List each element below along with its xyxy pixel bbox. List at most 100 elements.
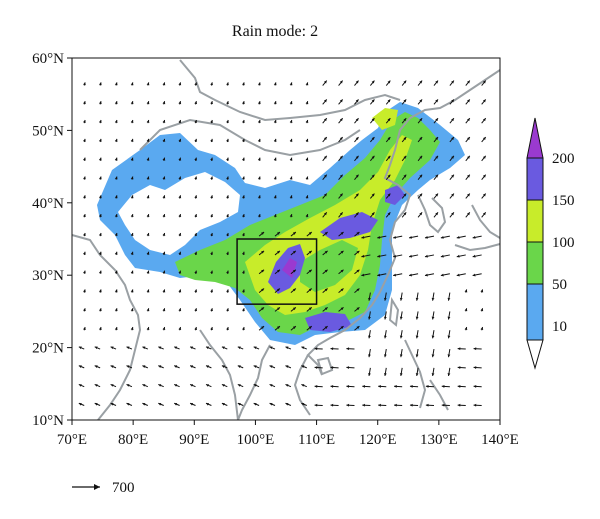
wind-arrow-head (482, 174, 486, 178)
wind-arrow-head (130, 82, 134, 86)
wind-arrow-head (94, 346, 98, 350)
wind-arrow-head (361, 254, 365, 258)
wind-arrow-head (456, 235, 460, 239)
wind-arrow-head (142, 402, 146, 406)
plot-area (71, 57, 501, 421)
wind-arrow-head (435, 118, 439, 122)
wind-arrow-head (221, 365, 225, 368)
wind-arrow-head (409, 403, 413, 407)
wind-arrow-head (174, 365, 178, 368)
wind-arrow-head (257, 176, 261, 180)
wind-arrow-head (387, 118, 391, 122)
wind-arrow-head (257, 138, 261, 142)
wind-arrow-head (409, 254, 412, 258)
wind-arrow-head (323, 80, 327, 84)
colorbar-segment-150-200 (526, 157, 544, 201)
wind-arrow-head (447, 373, 451, 376)
lat-tick-label: 10°N (32, 413, 64, 429)
wind-arrow-head (308, 326, 312, 329)
wind-arrow-head (261, 250, 265, 254)
wind-arrow-head (162, 101, 166, 105)
wind-arrow-head (305, 120, 309, 123)
wind-arrow-head (210, 101, 213, 105)
wind-arrow-head (387, 99, 391, 103)
wind-arrow-head (162, 176, 166, 180)
wind-arrow-head (340, 307, 344, 311)
wind-arrow-head (126, 346, 130, 350)
wind-arrow-head (482, 155, 486, 159)
wind-arrow-head (210, 157, 213, 161)
wind-arrow-head (114, 214, 118, 218)
colorbar-label-10: 10 (552, 319, 567, 335)
reference-vector-label: 700 (112, 480, 135, 496)
wind-arrow-head (456, 273, 460, 277)
wind-arrow-head (226, 251, 229, 255)
wind-arrow-head (339, 155, 343, 159)
wind-arrow-head (253, 384, 257, 387)
wind-arrow-head (190, 346, 194, 350)
rain-contour-purple-mid (282, 258, 297, 278)
wind-arrow-head (467, 118, 470, 122)
wind-arrow-head (362, 403, 365, 407)
wind-arrow-head (371, 155, 375, 159)
wind-arrow-head (415, 297, 419, 301)
wind-arrow-head (98, 327, 102, 331)
wind-arrow-head (178, 327, 182, 331)
wind-arrow-head (276, 269, 280, 273)
wind-arrow-head (419, 80, 423, 84)
wind-arrow-head (130, 120, 134, 123)
lon-tick-label: 80°E (118, 432, 148, 448)
lat-tick-label: 60°N (32, 51, 64, 67)
wind-arrow-head (146, 82, 150, 86)
wind-arrow-head (305, 82, 309, 86)
wind-arrow-head (146, 157, 150, 161)
wind-arrow-head (142, 384, 146, 387)
wind-arrow-head (257, 214, 261, 218)
wind-arrow-head (83, 214, 86, 218)
wind-arrow-head (130, 270, 134, 274)
wind-arrow-head (324, 288, 328, 292)
wind-arrow-head (114, 157, 118, 161)
wind-arrow-head (110, 402, 114, 406)
wind-arrow-head (356, 232, 360, 235)
wind-arrow-head (431, 316, 435, 320)
wind-arrow-head (447, 297, 451, 301)
wind-arrow-head (273, 157, 277, 161)
wind-arrow-head (399, 354, 403, 358)
wind-arrow-head (146, 270, 150, 274)
wind-arrow-head (130, 289, 134, 293)
wind-arrow-head (210, 270, 213, 274)
wind-arrow-head (403, 118, 407, 122)
wind-arrow-head (292, 232, 296, 235)
rain-contour-purple-east (320, 212, 378, 240)
wind-arrow-head (387, 80, 391, 84)
wind-arrow-head (130, 232, 134, 236)
wind-arrow-head (447, 335, 451, 339)
wind-arrow-head (241, 176, 245, 180)
wind-arrow-head (289, 195, 293, 199)
wind-arrow-head (273, 195, 277, 199)
wind-arrow-head (289, 157, 293, 161)
coastline-korea (417, 194, 447, 234)
coastline-north (179, 59, 401, 122)
wind-arrow-head (473, 366, 477, 370)
wind-arrow-head (472, 273, 476, 277)
wind-arrow-head (130, 138, 134, 142)
wind-arrow-head (98, 251, 102, 255)
wind-arrow-head (178, 251, 182, 255)
wind-arrow-head (355, 137, 359, 140)
wind-arrow-head (206, 365, 209, 368)
wind-arrow-head (339, 137, 343, 140)
wind-arrow-head (98, 120, 102, 123)
wind-arrow-head (340, 288, 344, 292)
wind-arrow-head (285, 365, 289, 368)
wind-arrow-head (241, 195, 245, 199)
wind-arrow-head (273, 138, 277, 142)
wind-arrow-head (241, 308, 245, 312)
lon-tick-label: 130°E (420, 432, 458, 448)
wind-arrow-head (399, 297, 403, 301)
wind-arrow-head (480, 327, 484, 331)
wind-arrow-head (447, 316, 451, 320)
wind-arrow-head (158, 402, 162, 406)
wind-arrow-head (158, 346, 162, 350)
